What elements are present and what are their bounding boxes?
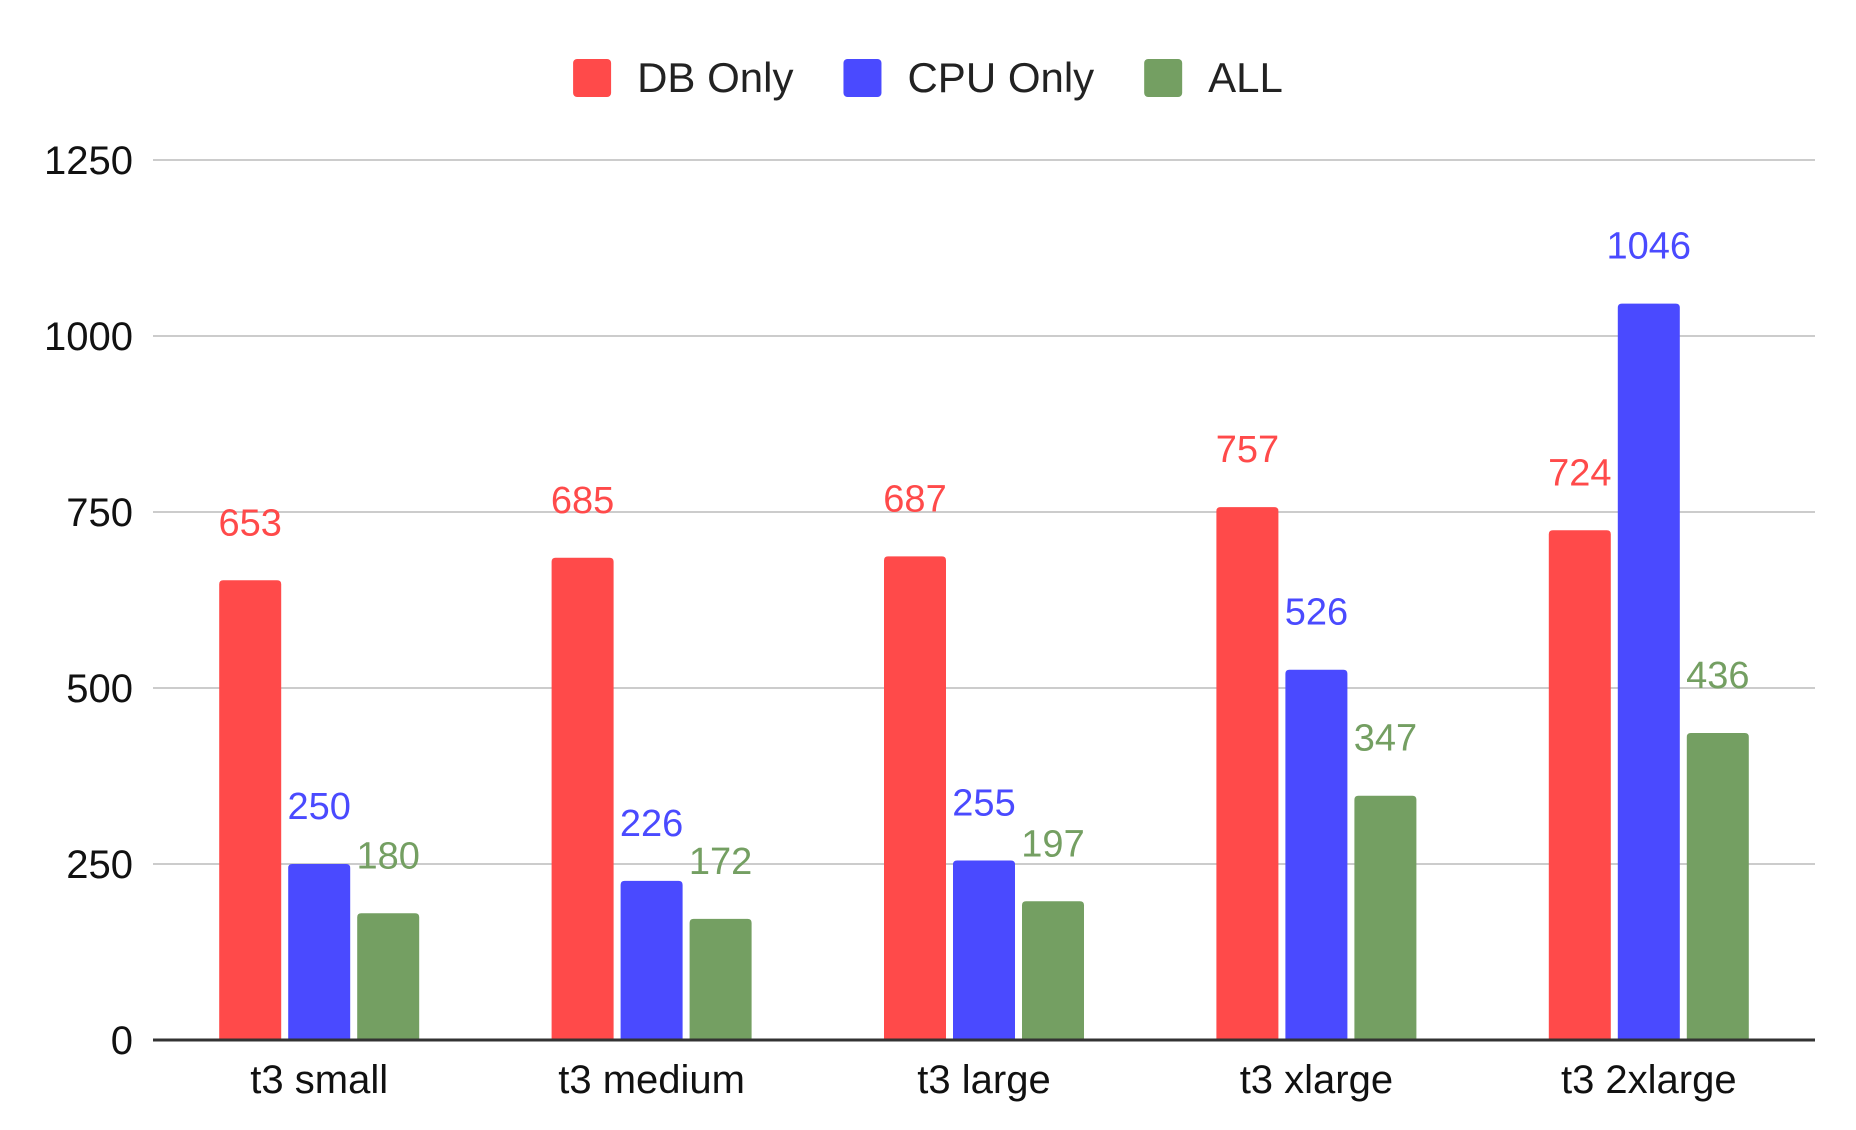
bar-all	[1354, 795, 1417, 1040]
data-label: 197	[1021, 823, 1084, 865]
y-axis-ticks: 0 250 500 750 1000 1250	[44, 139, 133, 1063]
legend-swatch	[843, 59, 882, 97]
x-tick-label: t3 2xlarge	[1561, 1058, 1737, 1102]
legend-label: DB Only	[637, 54, 793, 101]
legend-swatch	[573, 59, 612, 97]
y-tick-label: 0	[111, 1019, 133, 1063]
y-tick-label: 750	[66, 491, 133, 535]
legend-label: CPU Only	[907, 54, 1094, 101]
data-label: 347	[1354, 718, 1417, 760]
bar-cpu-only	[1617, 303, 1680, 1041]
y-tick-label: 1000	[44, 315, 133, 359]
data-label: 436	[1686, 655, 1749, 697]
bar-db-only	[1548, 530, 1611, 1040]
x-axis-category-labels: t3 small t3 medium t3 large t3 xlarge t3 2xl…	[250, 1058, 1736, 1102]
bar-cpu-only	[1285, 669, 1348, 1040]
data-label: 685	[551, 480, 614, 522]
legend: DB Only CPU Only ALL	[573, 54, 1283, 101]
data-label: 653	[218, 502, 281, 544]
data-label: 687	[883, 478, 946, 520]
y-tick-label: 500	[66, 667, 133, 711]
data-label: 226	[620, 803, 683, 845]
data-label: 250	[287, 786, 350, 828]
bar-db-only	[551, 557, 614, 1040]
bar-db-only	[884, 556, 946, 1040]
x-tick-label: t3 large	[917, 1058, 1050, 1102]
bar-all	[1686, 733, 1749, 1040]
gridlines	[153, 159, 1815, 865]
bar-db-only	[1216, 507, 1279, 1040]
bar-all	[357, 913, 420, 1040]
bar-cpu-only	[288, 864, 351, 1040]
bar-cpu-only	[620, 880, 683, 1040]
legend-swatch	[1144, 59, 1183, 97]
x-tick-label: t3 medium	[558, 1058, 745, 1102]
data-label: 1046	[1607, 226, 1692, 268]
bar-cpu-only	[953, 860, 1015, 1040]
y-tick-label: 250	[66, 843, 133, 887]
bars	[219, 303, 1749, 1041]
x-tick-label: t3 xlarge	[1240, 1058, 1393, 1102]
data-label: 526	[1285, 592, 1348, 634]
bar-all	[689, 918, 752, 1040]
bar-db-only	[219, 580, 282, 1040]
x-tick-label: t3 small	[250, 1058, 388, 1102]
data-label: 180	[356, 835, 419, 877]
legend-label: ALL	[1208, 54, 1283, 101]
y-tick-label: 1250	[44, 139, 133, 183]
data-label: 724	[1548, 452, 1611, 494]
data-label: 172	[689, 841, 752, 883]
bar-all	[1022, 901, 1084, 1040]
data-label: 757	[1216, 429, 1279, 471]
data-label: 255	[952, 782, 1015, 824]
